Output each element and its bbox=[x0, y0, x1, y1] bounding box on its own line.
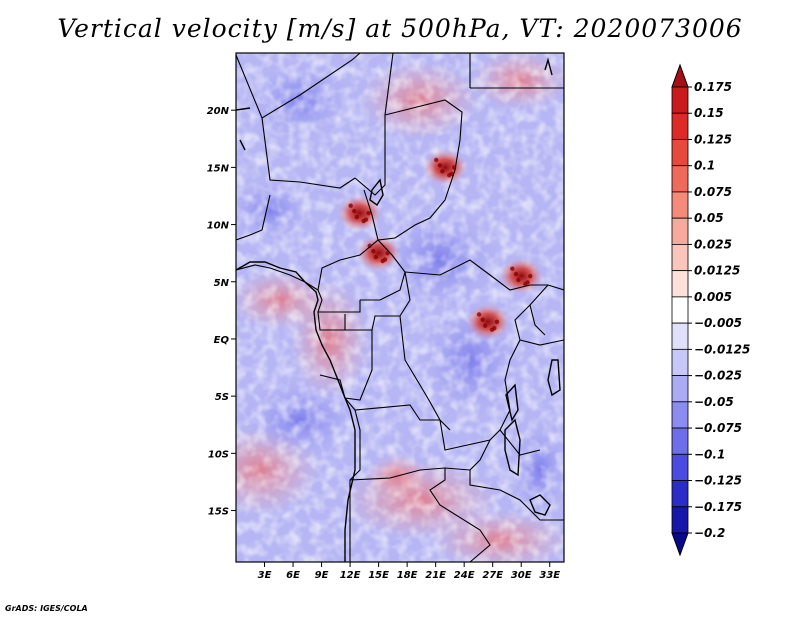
colorbar-label: 0.025 bbox=[694, 237, 732, 251]
colorbar-label: 0.0125 bbox=[694, 264, 740, 278]
ascent-south-sudan bbox=[499, 258, 544, 295]
colorbar-bin bbox=[671, 348, 689, 376]
strong-ascent-cameroon bbox=[356, 235, 401, 272]
colorbar-bin bbox=[671, 506, 689, 534]
colorbar-label: −0.1 bbox=[694, 447, 725, 461]
colorbar-label: 0.15 bbox=[694, 106, 724, 120]
y-tick-label: 20N bbox=[207, 106, 230, 117]
colorbar-bin bbox=[671, 217, 689, 245]
x-tick-label: 24E bbox=[454, 570, 475, 581]
colorbar-label: 0.05 bbox=[694, 211, 724, 225]
ascent-sudan-north bbox=[423, 149, 468, 186]
colorbar-bin bbox=[671, 270, 689, 298]
y-tick-label: 5S bbox=[215, 392, 229, 403]
colorbar-bin bbox=[671, 139, 689, 167]
map-frame bbox=[235, 52, 565, 563]
colorbar-bin bbox=[671, 165, 689, 193]
colorbar-label: 0.125 bbox=[694, 132, 732, 146]
x-tick-label: 9E bbox=[315, 570, 329, 581]
colorbar-bin bbox=[671, 322, 689, 350]
ascent-chad bbox=[337, 195, 382, 232]
y-tick-label: 15S bbox=[208, 507, 229, 518]
ascent-drc-east bbox=[465, 303, 510, 340]
grads-credit: GrADS: IGES/COLA bbox=[5, 604, 88, 613]
coastline bbox=[236, 57, 561, 562]
colorbar-label: 0.1 bbox=[694, 159, 715, 173]
colorbar-bin bbox=[671, 112, 689, 140]
x-tick-label: 6E bbox=[286, 570, 300, 581]
colorbar-label: −0.175 bbox=[694, 500, 742, 514]
colorbar-bin bbox=[671, 375, 689, 403]
vertical-velocity-field bbox=[236, 53, 564, 562]
chart-title: Vertical velocity [m/s] at 500hPa, VT: 2… bbox=[57, 14, 743, 43]
x-tick-label: 15E bbox=[368, 570, 389, 581]
x-tick-label: 21E bbox=[425, 570, 446, 581]
x-tick-label: 12E bbox=[340, 570, 361, 581]
colorbar-label: −0.0125 bbox=[694, 342, 750, 356]
colorbar: 0.175 0.15 0.125 0.1 0.075 0.05 0.025 0.0125 0.0… bbox=[671, 63, 750, 557]
y-tick-label: 5N bbox=[214, 278, 230, 289]
colorbar-label: −0.075 bbox=[694, 421, 742, 435]
colorbar-bin bbox=[671, 401, 689, 429]
colorbar-bottom-arrow bbox=[671, 532, 689, 557]
colorbar-bin bbox=[671, 480, 689, 508]
y-tick-label: 10S bbox=[208, 449, 229, 460]
colorbar-top-arrow bbox=[671, 63, 689, 88]
colorbar-bin bbox=[671, 86, 689, 114]
x-tick-label: 18E bbox=[397, 570, 418, 581]
country-borders bbox=[236, 53, 564, 562]
x-tick-label: 33E bbox=[539, 570, 560, 581]
y-tick-label: 15N bbox=[207, 163, 230, 174]
colorbar-label: −0.05 bbox=[694, 395, 734, 409]
x-tick-label: 30E bbox=[511, 570, 532, 581]
colorbar-label: 0.175 bbox=[694, 80, 732, 94]
y-tick-label: EQ bbox=[214, 335, 230, 346]
colorbar-bin bbox=[671, 296, 689, 324]
colorbar-bin bbox=[671, 427, 689, 455]
colorbar-bin bbox=[671, 191, 689, 219]
colorbar-bin bbox=[671, 244, 689, 272]
x-tick-label: 3E bbox=[258, 570, 272, 581]
colorbar-label: 0.005 bbox=[694, 290, 732, 304]
colorbar-label: −0.125 bbox=[694, 474, 742, 488]
colorbar-label: −0.025 bbox=[694, 369, 742, 383]
colorbar-bin bbox=[671, 453, 689, 481]
colorbar-label: 0.075 bbox=[694, 185, 732, 199]
colorbar-label: −0.2 bbox=[694, 526, 725, 540]
y-tick-label: 10N bbox=[207, 221, 230, 232]
colorbar-label: −0.005 bbox=[694, 316, 742, 330]
x-tick-label: 27E bbox=[482, 570, 503, 581]
